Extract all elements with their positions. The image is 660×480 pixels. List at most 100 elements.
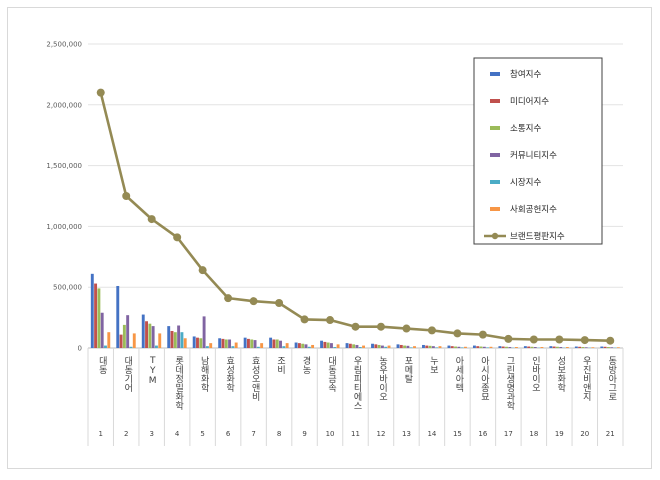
bar-커뮤니티지수 xyxy=(253,340,257,348)
x-rank-label: 11 xyxy=(351,430,360,438)
bar-시장지수 xyxy=(205,346,209,348)
bar-미디어지수 xyxy=(246,338,250,348)
x-rank-label: 4 xyxy=(175,430,180,438)
bar-소통지수 xyxy=(581,347,585,348)
x-category-label: 농우바이오 xyxy=(377,356,387,401)
bar-사회공헌지수 xyxy=(234,342,238,348)
bar-소통지수 xyxy=(250,339,254,348)
bar-시장지수 xyxy=(104,345,107,348)
bar-시장지수 xyxy=(256,346,260,348)
bar-커뮤니티지수 xyxy=(330,343,333,348)
y-axis-ticks: 0 500,000 1,000,000 1,500,000 2,000,000 2,500… xyxy=(46,41,82,353)
x-rank-label: 2 xyxy=(124,430,128,438)
x-category-label: 롯데정밀화학 xyxy=(173,356,183,411)
y-tick-label: 2,000,000 xyxy=(46,101,82,109)
x-category-label: 우진비앤지 xyxy=(581,356,591,402)
bar-참여지수 xyxy=(472,345,476,348)
bar-사회공헌지수 xyxy=(489,346,493,348)
bar-미디어지수 xyxy=(425,345,429,348)
y-tick-label: 500,000 xyxy=(53,284,82,292)
point-브랜드평판지수 xyxy=(376,322,385,331)
point-브랜드평판지수 xyxy=(453,329,462,338)
legend-label: 소통지수 xyxy=(510,124,541,134)
x-rank-label: 19 xyxy=(555,430,564,438)
x-category-label: 남해화학 xyxy=(199,356,209,393)
x-category-label: 대동금속 xyxy=(326,356,336,393)
bar-미디어지수 xyxy=(170,330,174,348)
bar-커뮤니티지수 xyxy=(279,340,282,348)
bar-커뮤니티지수 xyxy=(355,344,359,348)
x-category-label: 효성화학 xyxy=(224,356,234,393)
legend-swatch xyxy=(490,180,500,184)
point-브랜드평판지수 xyxy=(275,299,284,308)
bar-시장지수 xyxy=(358,347,362,348)
point-브랜드평판지수 xyxy=(173,233,182,242)
bar-참여지수 xyxy=(549,346,553,348)
legend-swatch xyxy=(490,99,500,103)
bar-미디어지수 xyxy=(221,338,225,348)
bar-미디어지수 xyxy=(501,346,505,348)
bar-소통지수 xyxy=(479,346,483,348)
bar-사회공헌지수 xyxy=(616,347,620,348)
bar-미디어지수 xyxy=(297,343,301,348)
bar-시장지수 xyxy=(333,347,337,348)
legend-label: 시장지수 xyxy=(510,177,541,188)
bar-사회공헌지수 xyxy=(107,332,111,348)
x-category-label: 누보 xyxy=(428,356,438,374)
bar-커뮤니티지수 xyxy=(508,347,512,348)
bar-시장지수 xyxy=(154,345,158,348)
legend-label: 브랜드평판지수 xyxy=(510,231,565,242)
bar-소통지수 xyxy=(301,343,305,348)
point-브랜드평판지수 xyxy=(402,324,411,333)
bar-커뮤니티지수 xyxy=(228,339,232,348)
x-rank-label: 17 xyxy=(504,430,513,438)
x-rank-label: 13 xyxy=(402,430,411,438)
bar-미디어지수 xyxy=(476,346,480,348)
x-rank-label: 8 xyxy=(277,430,281,438)
bar-사회공헌지수 xyxy=(540,347,544,348)
bar-소통지수 xyxy=(326,342,330,348)
x-category-label: 아시아종묘 xyxy=(479,356,489,401)
bar-소통지수 xyxy=(173,332,177,348)
bar-사회공헌지수 xyxy=(158,333,162,348)
bar-소통지수 xyxy=(275,339,279,348)
bar-사회공헌지수 xyxy=(336,344,340,348)
bar-참여지수 xyxy=(574,346,578,348)
bar-소통지수 xyxy=(148,323,152,348)
bar-소통지수 xyxy=(122,324,126,348)
point-브랜드평판지수 xyxy=(580,336,589,345)
bar-커뮤니티지수 xyxy=(559,347,563,348)
x-rank-label: 10 xyxy=(326,430,335,438)
bar-시장지수 xyxy=(409,347,413,348)
bar-참여지수 xyxy=(320,340,324,348)
bar-시장지수 xyxy=(486,347,490,348)
x-rank-label: 16 xyxy=(478,430,487,438)
chart-canvas: 0 500,000 1,000,000 1,500,000 2,000,000 2,500… xyxy=(46,41,624,446)
bar-사회공헌지수 xyxy=(285,343,289,348)
bar-사회공헌지수 xyxy=(464,346,467,348)
point-브랜드평판지수 xyxy=(529,335,538,344)
bar-참여지수 xyxy=(345,343,349,348)
legend-box xyxy=(473,57,603,245)
bar-커뮤니티지수 xyxy=(177,325,181,348)
y-tick-label: 0 xyxy=(78,345,82,353)
bar-소통지수 xyxy=(97,288,101,348)
legend-swatch xyxy=(490,153,500,157)
bar-미디어지수 xyxy=(272,339,276,348)
x-category-label: 우림피티에스 xyxy=(352,356,362,410)
bar-미디어지수 xyxy=(552,346,556,348)
legend-swatch xyxy=(490,72,500,76)
bar-미디어지수 xyxy=(196,337,199,348)
bar-미디어지수 xyxy=(119,334,123,348)
point-브랜드평판지수 xyxy=(504,334,513,343)
bar-커뮤니티지수 xyxy=(533,347,537,348)
point-브랜드평판지수 xyxy=(224,294,233,303)
bar-미디어지수 xyxy=(348,343,352,348)
bar-커뮤니티지수 xyxy=(457,346,461,348)
bar-소통지수 xyxy=(530,346,534,348)
x-category-label: 그린생명과학 xyxy=(504,356,514,411)
bar-사회공헌지수 xyxy=(438,346,442,348)
point-브랜드평판지수 xyxy=(122,192,131,200)
point-브랜드평판지수 xyxy=(606,336,615,345)
bar-참여지수 xyxy=(523,346,527,348)
